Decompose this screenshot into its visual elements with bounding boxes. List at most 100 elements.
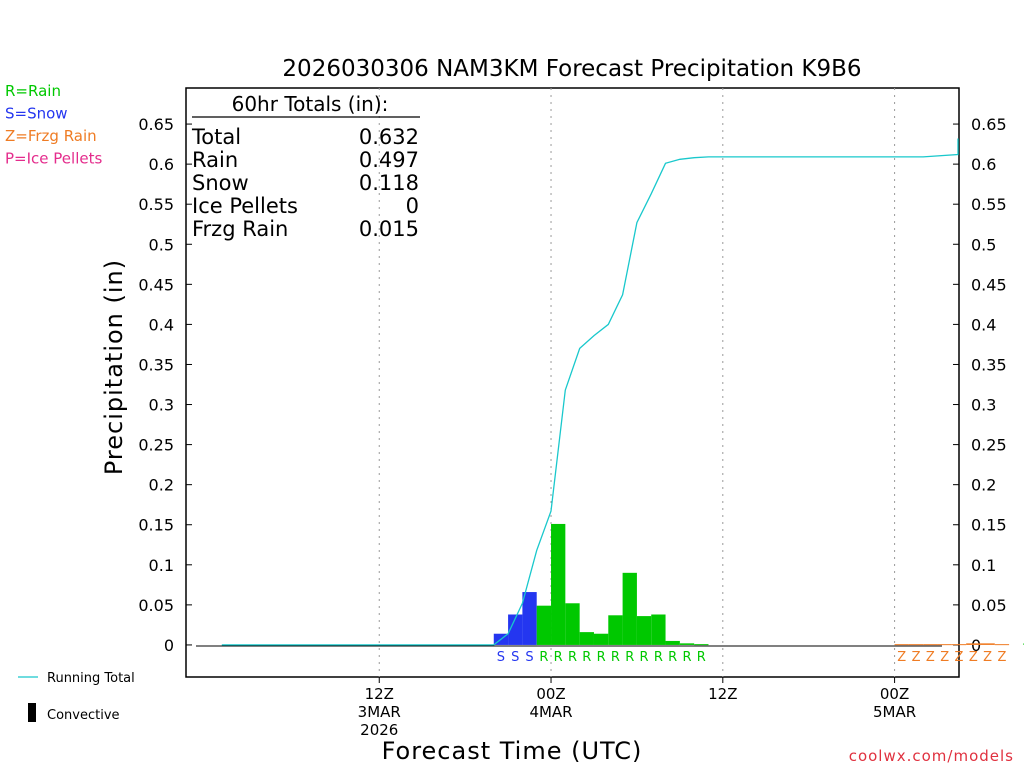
precip-bar bbox=[651, 614, 666, 645]
y-tick-label-left: 0.3 bbox=[149, 396, 174, 415]
y-tick-label-right: 0.1 bbox=[971, 556, 996, 575]
precip-type-letter: Z bbox=[897, 650, 906, 665]
x-tick-label: 2026 bbox=[360, 721, 398, 739]
y-axis-label: Precipitation (in) bbox=[100, 259, 128, 475]
y-tick-label-left: 0.1 bbox=[149, 556, 174, 575]
totals-row-label: Rain bbox=[192, 148, 238, 172]
precip-type-letter: R bbox=[539, 650, 548, 665]
type-legend-entry: P=Ice Pellets bbox=[5, 150, 102, 168]
precip-bar bbox=[894, 644, 909, 646]
precip-bar bbox=[593, 633, 609, 645]
y-tick-label-right: 0.4 bbox=[971, 315, 996, 334]
precip-type-letter: Z bbox=[983, 650, 992, 665]
x-axis-label: Forecast Time (UTC) bbox=[382, 737, 643, 765]
x-tick-label: 12Z bbox=[365, 685, 394, 703]
precip-type-letter: Z bbox=[940, 650, 949, 665]
precip-type-letter: S bbox=[497, 650, 505, 665]
running-total-line bbox=[221, 138, 959, 646]
running-total-series bbox=[221, 138, 959, 646]
precip-bar bbox=[679, 643, 695, 645]
y-tick-label-left: 0.15 bbox=[138, 516, 174, 535]
precip-type-letter: R bbox=[568, 650, 577, 665]
y-tick-label-left: 0.4 bbox=[149, 315, 174, 334]
precip-bar bbox=[579, 632, 594, 645]
precip-bar bbox=[951, 644, 967, 646]
y-tick-label-right: 0.2 bbox=[971, 476, 996, 495]
type-legend-entry: Z=Frzg Rain bbox=[5, 127, 97, 145]
precip-bar bbox=[966, 643, 981, 645]
y-tick-label-right: 0.05 bbox=[971, 596, 1007, 615]
x-tick-label: 5MAR bbox=[873, 703, 916, 721]
y-tick-label-right: 0.3 bbox=[971, 396, 996, 415]
precip-type-letter: Z bbox=[912, 650, 921, 665]
precip-type-letter: Z bbox=[955, 650, 964, 665]
y-tick-label-right: 0.6 bbox=[971, 155, 996, 174]
precip-type-letter: S bbox=[525, 650, 533, 665]
totals-row-value: 0.118 bbox=[359, 171, 419, 195]
y-tick-label-left: 0 bbox=[164, 636, 174, 655]
totals-row-label: Total bbox=[191, 125, 241, 149]
y-tick-label-left: 0.2 bbox=[149, 476, 174, 495]
y-tick-label-right: 0.25 bbox=[971, 436, 1007, 455]
precip-type-letter: R bbox=[668, 650, 677, 665]
precip-type-legend: R=Rain S=Snow Z=Frzg Rain P=Ice Pellets bbox=[5, 82, 102, 168]
totals-row-value: 0.015 bbox=[359, 217, 419, 241]
x-tick-label: 4MAR bbox=[529, 703, 572, 721]
x-tick-label: 3MAR bbox=[358, 703, 401, 721]
totals-row-label: Ice Pellets bbox=[192, 194, 298, 218]
y-tick-label-right: 0.5 bbox=[971, 235, 996, 254]
y-tick-label-left: 0.35 bbox=[138, 355, 174, 374]
totals-row-value: 0.497 bbox=[359, 148, 419, 172]
precip-type-letter: R bbox=[625, 650, 634, 665]
precip-type-letter: R bbox=[554, 650, 563, 665]
chart-title: 2026030306 NAM3KM Forecast Precipitation… bbox=[282, 56, 861, 82]
totals-row-label: Snow bbox=[192, 171, 249, 195]
y-tick-label-left: 0.6 bbox=[149, 155, 174, 174]
precip-type-letter: R bbox=[582, 650, 591, 665]
running-total-legend-label: Running Total bbox=[47, 671, 135, 686]
y-tick-label-left: 0.45 bbox=[138, 275, 174, 294]
y-tick-label-right: 0 bbox=[971, 636, 981, 655]
totals-header: 60hr Totals (in): bbox=[232, 92, 389, 116]
x-tick-label: 12Z bbox=[708, 685, 737, 703]
precip-bar bbox=[622, 572, 637, 645]
precip-bar bbox=[522, 592, 537, 645]
precip-bar bbox=[565, 603, 580, 645]
totals-row-value: 0.632 bbox=[359, 125, 419, 149]
x-tick-label: 00Z bbox=[880, 685, 909, 703]
precip-type-letter: R bbox=[611, 650, 620, 665]
precip-bar bbox=[508, 614, 523, 645]
precip-type-letter: R bbox=[640, 650, 649, 665]
precip-bar bbox=[980, 643, 995, 645]
precip-type-letter: Z bbox=[997, 650, 1006, 665]
precip-bar bbox=[694, 644, 709, 646]
convective-legend-swatch bbox=[28, 703, 36, 722]
precip-bar bbox=[536, 605, 552, 645]
type-legend-entry: S=Snow bbox=[5, 105, 68, 123]
convective-legend-label: Convective bbox=[47, 708, 120, 723]
precip-bar bbox=[923, 644, 938, 646]
precip-type-letter: Z bbox=[969, 650, 978, 665]
precip-type-letter: R bbox=[597, 650, 606, 665]
y-axis-ticks: 0 0 0.05 0.05 0.1 0.1 0.15 0.15 0.2 0.2 0.25 0.25 0.… bbox=[138, 115, 1006, 655]
x-tick-label: 00Z bbox=[536, 685, 565, 703]
x-axis-ticks: 12Z3MAR202600Z4MAR12Z00Z5MAR12Z bbox=[358, 677, 916, 739]
y-tick-label-right: 0.45 bbox=[971, 275, 1007, 294]
precip-bar bbox=[636, 616, 652, 645]
precip-type-letters: SSSRRRRRRRRRRRRZZZZZZZZRRZRZ bbox=[497, 650, 1007, 665]
precip-bar bbox=[994, 644, 1010, 646]
precip-type-letter: S bbox=[511, 650, 519, 665]
totals-box: 60hr Totals (in): Total 0.632 Rain 0.497 Snow… bbox=[191, 92, 420, 241]
credit-text: coolwx.com/models bbox=[849, 747, 1014, 765]
y-tick-label-right: 0.35 bbox=[971, 355, 1007, 374]
plot-frame bbox=[185, 87, 960, 678]
precip-type-letter: R bbox=[682, 650, 691, 665]
y-tick-label-right: 0.65 bbox=[971, 115, 1007, 134]
precip-bar bbox=[908, 644, 924, 646]
y-tick-label-right: 0.55 bbox=[971, 195, 1007, 214]
precip-bar bbox=[551, 523, 566, 645]
precip-type-letter: R bbox=[654, 650, 663, 665]
y-tick-label-left: 0.65 bbox=[138, 115, 174, 134]
precip-bar bbox=[937, 644, 952, 646]
